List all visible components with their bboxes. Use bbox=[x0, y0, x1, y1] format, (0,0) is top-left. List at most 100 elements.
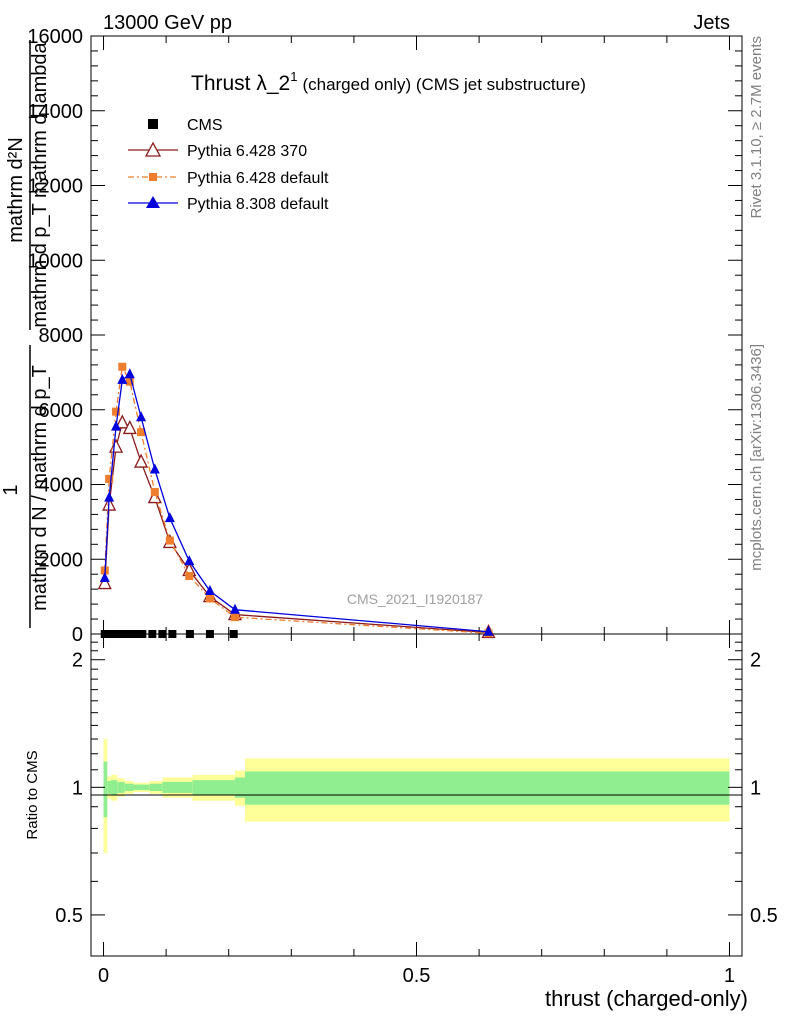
legend-cms-marker bbox=[148, 119, 158, 129]
series-point-p6-default bbox=[105, 474, 114, 483]
cms-data-point bbox=[125, 630, 134, 638]
ratio-band-green bbox=[124, 783, 134, 792]
series-point-p8-default bbox=[229, 603, 240, 614]
ratio-band-green bbox=[192, 780, 235, 795]
legend-cms-label: CMS bbox=[187, 117, 223, 134]
series-point-p8-default bbox=[117, 373, 128, 384]
ratio-band-green bbox=[107, 780, 112, 794]
ratio-band-green bbox=[149, 783, 163, 792]
x-tick-label: 1 bbox=[724, 965, 735, 987]
series-point-p6-370 bbox=[97, 575, 112, 590]
ratio-tick-label-right: 2 bbox=[750, 650, 761, 672]
cms-data-point bbox=[110, 630, 119, 638]
series-point-p6-370 bbox=[122, 419, 137, 435]
series-point-p6-370 bbox=[108, 438, 124, 453]
cms-data-point bbox=[130, 630, 139, 638]
energy-label: 13000 GeV pp bbox=[103, 12, 232, 34]
y-label-one: 1 bbox=[0, 484, 22, 495]
series-point-p6-default bbox=[205, 594, 214, 603]
series-point-p8-default bbox=[124, 368, 135, 379]
legend: CMS Pythia 6.428 370 Pythia 6.428 defaul… bbox=[128, 117, 329, 213]
cms-data-point bbox=[138, 630, 147, 638]
cms-data-point bbox=[158, 630, 167, 638]
series-point-p8-default bbox=[111, 420, 122, 431]
series-point-p6-default bbox=[112, 407, 121, 416]
chart-title-suffix: (charged only) (CMS jet substructure) bbox=[302, 75, 585, 94]
series-point-p6-default bbox=[118, 362, 127, 371]
chart-title-main: Thrust λ_2 bbox=[191, 72, 290, 95]
series-point-p6-default bbox=[185, 572, 194, 581]
analysis-watermark: CMS_2021_I1920187 bbox=[347, 591, 483, 607]
ratio-band-green bbox=[111, 780, 118, 795]
cms-data-point bbox=[100, 630, 109, 638]
y-tick-label: 14000 bbox=[27, 101, 83, 123]
chart-title-sup: 1 bbox=[290, 69, 297, 84]
legend-p6-default-marker bbox=[149, 173, 157, 181]
legend-p6-default-label: Pythia 6.428 default bbox=[187, 170, 329, 187]
x-tick-label: 0 bbox=[98, 965, 109, 987]
y-tick-label: 2000 bbox=[39, 549, 84, 571]
y-label-bottom: mathrm d N / mathrm d p_T bbox=[29, 365, 51, 611]
ratio-tick-label: 0.5 bbox=[55, 905, 83, 927]
series-point-p8-default bbox=[204, 585, 215, 596]
ratio-uncertainty-bands bbox=[103, 739, 730, 853]
x-axis-label: thrust (charged-only) bbox=[545, 986, 748, 1011]
series-point-p6-370 bbox=[115, 414, 130, 429]
ratio-tick-label-right: 0.5 bbox=[750, 905, 778, 927]
cms-data-point bbox=[148, 630, 157, 638]
series-layer bbox=[97, 362, 496, 639]
series-point-p8-default bbox=[184, 555, 195, 566]
legend-p6-370-label: Pythia 6.428 370 bbox=[187, 143, 307, 160]
series-point-p6-default bbox=[165, 536, 174, 545]
y-tick-label: 16000 bbox=[27, 26, 83, 48]
cms-data-point bbox=[120, 630, 129, 638]
series-line-2 bbox=[104, 364, 489, 634]
y-tick-label: 10000 bbox=[27, 250, 83, 272]
legend-p6-370-marker bbox=[144, 141, 162, 157]
ratio-band-green bbox=[234, 777, 245, 798]
series-point-p6-370 bbox=[147, 489, 162, 504]
legend-p8-default-label: Pythia 8.308 default bbox=[187, 196, 329, 213]
mcplots-label: mcplots.cern.ch [arXiv:1306.3436] bbox=[748, 344, 765, 571]
y-tick-label: 0 bbox=[72, 624, 83, 646]
series-point-p6-default bbox=[230, 613, 239, 622]
cms-data-point bbox=[185, 630, 194, 638]
ratio-band-green bbox=[133, 784, 150, 791]
cms-data-point bbox=[229, 630, 238, 638]
y-tick-label: 12000 bbox=[27, 176, 83, 198]
series-point-p6-default bbox=[150, 487, 159, 496]
series-point-p8-default bbox=[99, 571, 110, 582]
cms-data-point bbox=[205, 630, 214, 638]
axis-ticks: 0 2000 4000 6000 8000 10000 12000 14000 16000 0 0.… bbox=[27, 26, 777, 987]
y-axis-label: mathrm d²N mathrm d p_T mathrm d lambda … bbox=[0, 40, 51, 628]
ratio-band-green bbox=[162, 781, 193, 793]
series-point-p8-default bbox=[164, 512, 175, 523]
cms-data-point bbox=[115, 630, 124, 638]
legend-p8-default-marker bbox=[146, 196, 160, 208]
series-point-p8-default bbox=[483, 625, 494, 636]
chart-title: Thrust λ_21 (charged only) (CMS jet subst… bbox=[191, 69, 586, 95]
y-label-numerator: mathrm d²N bbox=[5, 137, 27, 243]
series-point-p8-default bbox=[136, 411, 147, 422]
series-point-p6-370 bbox=[134, 453, 149, 468]
y-label-denominator: mathrm d p_T mathrm d lambda bbox=[29, 41, 51, 327]
y-tick-label: 8000 bbox=[39, 325, 84, 347]
ratio-tick-label: 1 bbox=[72, 777, 83, 799]
ratio-band-green bbox=[117, 781, 125, 793]
series-point-p8-default bbox=[104, 491, 115, 502]
series-point-p6-default bbox=[137, 428, 146, 437]
x-tick-label: 0.5 bbox=[403, 965, 431, 987]
ratio-band-green bbox=[244, 771, 730, 805]
series-point-p8-default bbox=[149, 463, 160, 474]
rivet-version-label: Rivet 3.1.10, ≥ 2.7M events bbox=[748, 36, 765, 219]
y-tick-label: 4000 bbox=[39, 475, 84, 497]
ratio-y-label: Ratio to CMS bbox=[24, 750, 41, 839]
ratio-tick-label-right: 1 bbox=[750, 777, 761, 799]
category-label: Jets bbox=[693, 12, 730, 34]
y-tick-label: 6000 bbox=[39, 400, 84, 422]
cms-data-point bbox=[168, 630, 177, 638]
series-point-p6-default bbox=[125, 377, 134, 386]
ratio-tick-label: 2 bbox=[72, 650, 83, 672]
cms-data-point bbox=[105, 630, 114, 638]
